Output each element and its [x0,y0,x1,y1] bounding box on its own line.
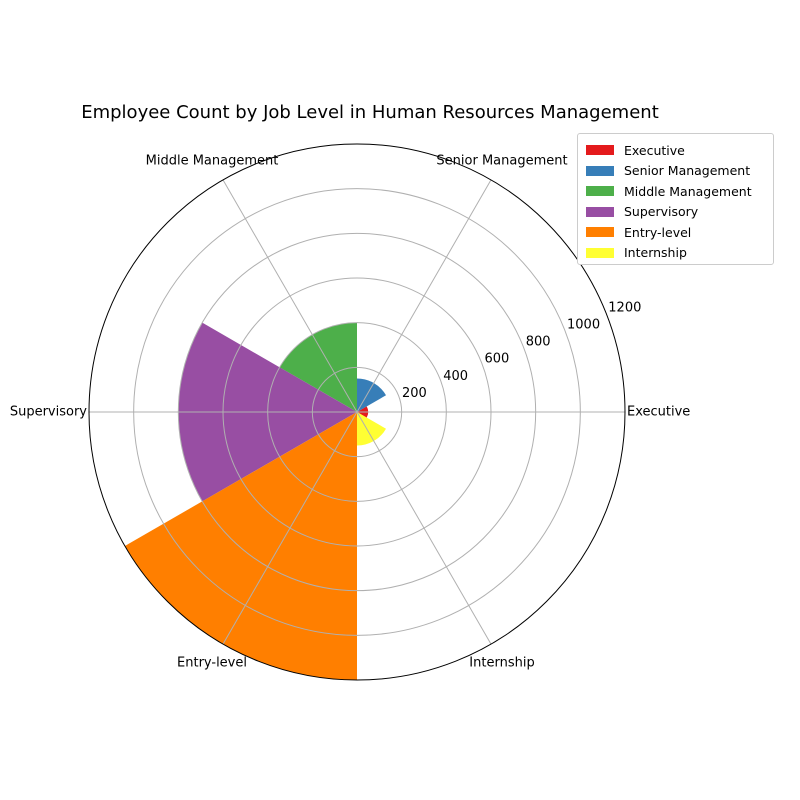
radial-tick-label-400: 400 [443,369,468,384]
legend-label: Internship [624,245,687,261]
chart-title: Employee Count by Job Level in Human Res… [81,102,659,123]
category-label: Supervisory [10,405,87,420]
legend-item: Supervisory [586,202,765,223]
grid-spoke-2 [222,179,358,413]
bar-middle-management [279,322,357,412]
legend-label: Entry-level [624,224,692,240]
grid-spoke-1 [356,179,492,413]
grid-spoke-5 [356,411,492,645]
legend-swatch [586,145,614,156]
radial-tick-label-1000: 1000 [567,318,600,333]
radial-tick-label-1200: 1200 [608,300,641,315]
legend-label: Executive [624,142,685,158]
legend-item: Entry-level [586,222,765,243]
bar-internship [357,412,387,446]
radial-tick-label-600: 600 [484,352,509,367]
legend-label: Middle Management [624,183,752,199]
category-label: Middle Management [146,153,279,168]
legend-swatch [586,247,614,258]
category-label: Senior Management [436,153,567,168]
legend-item: Executive [586,140,765,161]
category-label: Internship [469,656,534,671]
bar-senior-management [357,378,387,412]
grid-spoke-4 [222,411,358,645]
polar-frame [88,143,626,681]
legend-label: Supervisory [624,204,699,220]
legend-item: Middle Management [586,181,765,202]
legend-swatch [586,227,614,238]
legend: Executive Senior Management Middle Managem… [577,133,774,265]
radial-tick-label-200: 200 [402,386,427,401]
radial-tick-label-800: 800 [526,335,551,350]
legend-item: Senior Management [586,161,765,182]
bar-entry-level [124,412,358,680]
legend-label: Senior Management [624,163,751,179]
legend-item: Internship [586,243,765,264]
category-label: Entry-level [177,656,247,671]
legend-swatch [586,165,614,176]
category-label: Executive [627,405,690,420]
legend-swatch [586,186,614,197]
legend-swatch [586,206,614,217]
